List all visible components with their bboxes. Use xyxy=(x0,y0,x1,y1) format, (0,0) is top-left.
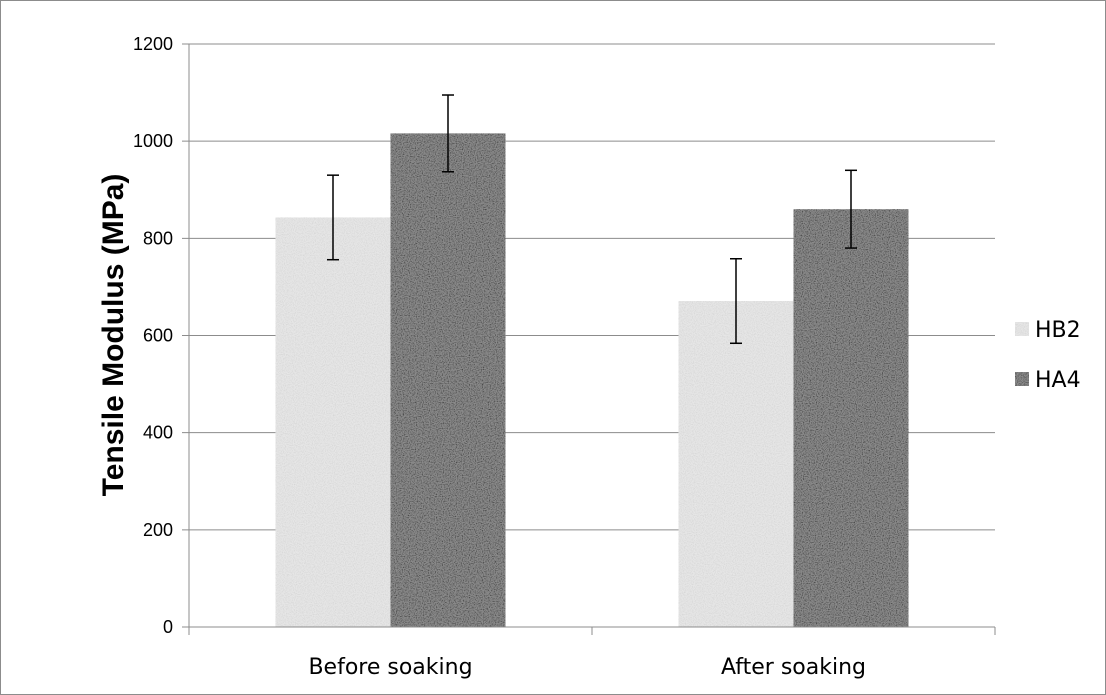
legend-label-ha4: HA4 xyxy=(1035,368,1081,393)
error-bars xyxy=(327,94,857,345)
y-tick-label: 600 xyxy=(143,326,173,346)
y-tick-label: 1000 xyxy=(133,131,173,151)
x-category-label: After soaking xyxy=(721,655,866,680)
axes xyxy=(188,44,996,635)
bar-ha4 xyxy=(793,209,909,627)
legend-swatch-ha4 xyxy=(1015,372,1029,386)
bar-ha4 xyxy=(390,133,506,628)
bars xyxy=(275,133,909,628)
y-tick-label: 200 xyxy=(143,520,173,540)
y-tick-label: 400 xyxy=(143,423,173,443)
legend-label-hb2: HB2 xyxy=(1035,318,1081,343)
legend: HB2 HA4 xyxy=(1015,318,1081,393)
bar-hb2 xyxy=(678,301,794,627)
y-axis-title: Tensile Modulus (MPa) xyxy=(97,174,130,497)
bar-hb2 xyxy=(275,217,391,627)
y-tick-label: 800 xyxy=(143,228,173,248)
legend-swatch-hb2 xyxy=(1015,322,1029,336)
x-category-label: Before soaking xyxy=(308,655,472,680)
axis-labels: 0 200 400 600 800 1000 1200 Before soaking After… xyxy=(97,34,866,680)
y-tick-label: 0 xyxy=(163,617,173,637)
y-tick-label: 1200 xyxy=(133,34,173,54)
